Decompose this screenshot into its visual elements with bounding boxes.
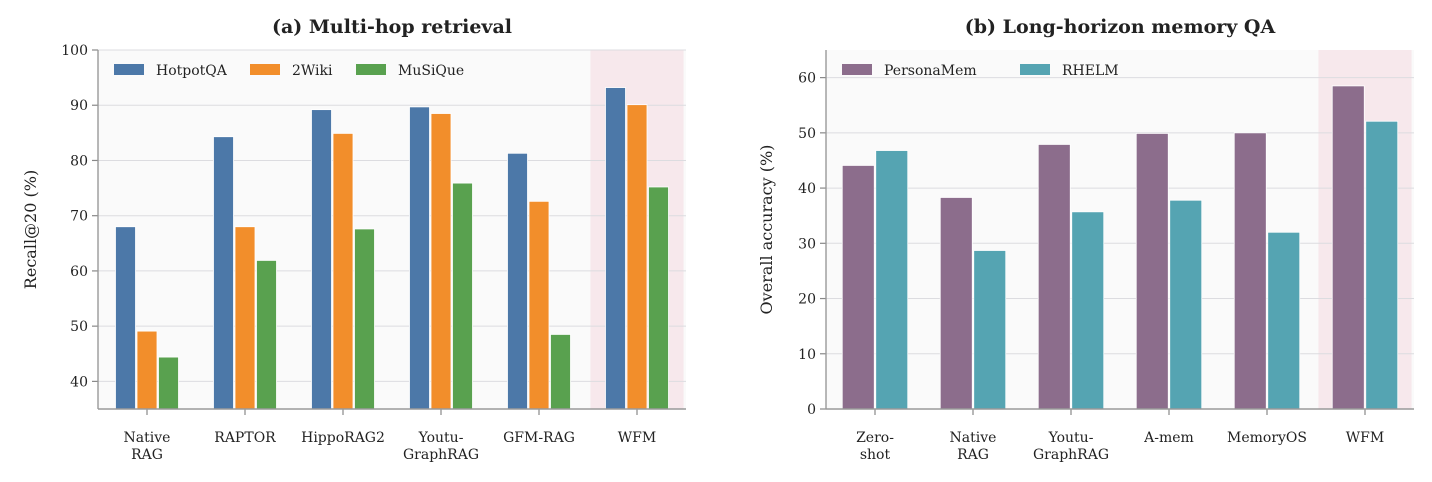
bar xyxy=(1071,211,1105,410)
x-tick-label: Zero-shot xyxy=(856,430,894,463)
legend-label: RHELM xyxy=(1062,63,1119,79)
x-tick-label: A-mem xyxy=(1143,430,1194,446)
legend-swatch xyxy=(250,64,280,75)
plot-background xyxy=(98,50,686,409)
legend-swatch xyxy=(356,64,386,75)
bar xyxy=(528,200,550,410)
y-tick-label: 30 xyxy=(798,236,816,252)
bar xyxy=(939,197,973,410)
bar xyxy=(841,165,875,410)
bar xyxy=(507,152,528,410)
x-tick-label: GFM-RAG xyxy=(503,430,575,446)
bar xyxy=(875,150,909,410)
chart-title: (a) Multi-hop retrieval xyxy=(272,16,512,38)
legend-label: 2Wiki xyxy=(292,63,333,79)
bar xyxy=(1037,144,1071,410)
bar xyxy=(1365,120,1399,410)
x-tick-label: Native RAG xyxy=(950,430,997,463)
bar xyxy=(605,87,626,410)
y-tick-label: 50 xyxy=(798,126,816,142)
x-tick-label: RAPTOR xyxy=(214,430,276,446)
y-tick-label: 20 xyxy=(798,292,816,308)
x-tick-label: Native RAG xyxy=(124,430,171,463)
y-tick-label: 10 xyxy=(798,347,816,363)
chart-title: (b) Long-horizon memory QA xyxy=(965,16,1276,38)
y-axis-label: Recall@20 (%) xyxy=(21,170,40,289)
bar xyxy=(1135,132,1169,410)
legend-swatch xyxy=(114,64,144,75)
bar xyxy=(158,356,179,410)
y-tick-label: 40 xyxy=(70,374,88,390)
y-tick-label: 70 xyxy=(70,209,88,225)
bar xyxy=(256,260,277,410)
bar xyxy=(973,250,1007,410)
bar xyxy=(1233,132,1267,410)
legend-label: HotpotQA xyxy=(156,63,228,79)
x-tick-label: Youtu-GraphRAG xyxy=(1033,430,1109,463)
x-tick-label: Youtu-GraphRAG xyxy=(403,430,479,463)
bar xyxy=(213,136,234,410)
y-tick-label: 90 xyxy=(70,98,88,114)
bar xyxy=(332,132,354,410)
bar xyxy=(115,226,136,410)
bar xyxy=(1331,85,1365,410)
legend-label: MuSiQue xyxy=(398,63,464,79)
y-tick-label: 50 xyxy=(70,319,88,335)
y-tick-label: 80 xyxy=(70,153,88,169)
x-tick-label: WFM xyxy=(1346,430,1384,446)
bar xyxy=(354,228,375,410)
x-tick-label: MemoryOS xyxy=(1227,430,1307,446)
bar xyxy=(1169,199,1203,410)
legend-swatch xyxy=(842,64,872,75)
y-tick-label: 100 xyxy=(61,43,88,59)
bar xyxy=(234,226,256,410)
y-tick-label: 60 xyxy=(798,71,816,87)
plot-background xyxy=(826,50,1414,409)
bar xyxy=(409,106,430,410)
chart-long-horizon-memory-qa: 0 10 20 30 40 50 60 Zero-shot Native RAG Youtu-Gra… xyxy=(757,16,1414,463)
bar xyxy=(452,182,473,410)
legend-label: PersonaMem xyxy=(884,63,977,79)
bar xyxy=(136,330,158,410)
bar xyxy=(430,113,452,410)
legend-swatch xyxy=(1020,64,1050,75)
y-tick-label: 60 xyxy=(70,264,88,280)
chart-multi-hop-retrieval: 40 50 60 70 80 90 100 Native RAG RAPTOR HippoRAG2 Y… xyxy=(21,16,686,463)
bar xyxy=(648,186,669,410)
bar xyxy=(550,334,571,410)
x-tick-label: HippoRAG2 xyxy=(301,430,385,446)
bar xyxy=(311,109,332,410)
y-tick-label: 40 xyxy=(798,181,816,197)
y-axis-label: Overall accuracy (%) xyxy=(757,145,776,315)
bar xyxy=(626,104,648,410)
bar xyxy=(1267,231,1301,410)
x-tick-label: WFM xyxy=(618,430,656,446)
y-tick-label: 0 xyxy=(807,402,816,418)
